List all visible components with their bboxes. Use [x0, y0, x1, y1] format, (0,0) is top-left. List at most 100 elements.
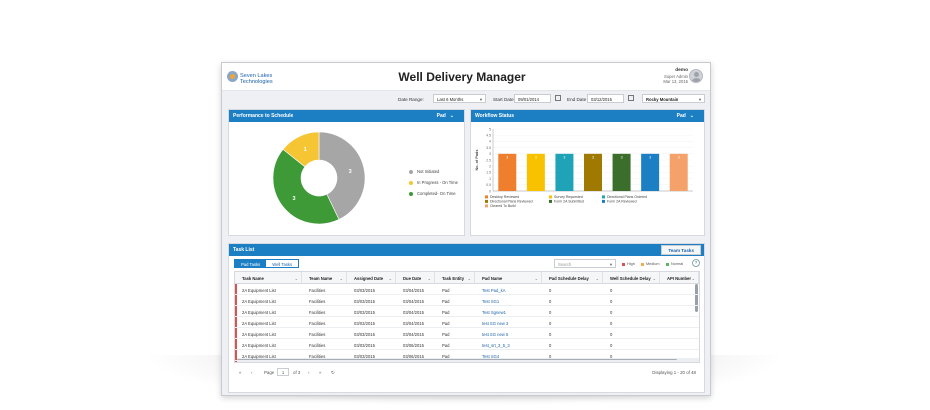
legend-not-initiated: Not Initiated [409, 169, 439, 174]
column-header[interactable]: Task Entity ⌄ [435, 272, 475, 283]
column-header[interactable]: Due Date ⌄ [396, 272, 435, 283]
priority-medium: Medium [641, 262, 660, 266]
tab-pad-tasks[interactable]: Pad Tasks [235, 260, 267, 267]
performance-panel-header: Performance to Schedule Pad ⌄ [229, 110, 464, 122]
bar-6[interactable] [669, 153, 688, 191]
table-cell: 0 [610, 320, 613, 326]
refresh-icon[interactable]: ↻ [331, 370, 335, 375]
pie-slice-2[interactable] [272, 148, 340, 225]
legend-label: Cleared To Build [490, 204, 516, 208]
avatar[interactable] [689, 69, 703, 83]
chevron-down-icon: ⌄ [467, 276, 471, 281]
table-cell: 03/04/2015 [403, 320, 424, 326]
table-cell: Pad [442, 298, 450, 304]
calendar-icon[interactable] [555, 95, 561, 101]
region-select[interactable]: Rocky Mountain ▼ [642, 94, 705, 103]
column-header-label: Assigned Date [354, 276, 384, 281]
pie-slice-label: 3 [349, 169, 352, 175]
table-cell: Facilities [309, 342, 326, 348]
bar-4[interactable] [612, 153, 631, 191]
priority-flag [235, 339, 237, 349]
y-tick-label: 0 [489, 189, 491, 193]
pad-name-link[interactable]: Test Sgnew1 [482, 309, 506, 315]
table-cell: Facilities [309, 287, 326, 293]
pad-name-link[interactable]: test SG new 3 [482, 320, 509, 326]
calendar-icon[interactable] [628, 95, 634, 101]
bar-3[interactable] [584, 153, 602, 191]
table-cell: 03/03/2015 [354, 287, 375, 293]
performance-donut-chart: 3 3 1 [272, 131, 366, 225]
user-info[interactable]: demo Super Admin Mar 13, 2015 [663, 68, 688, 85]
column-header-label: Well Schedule Delay [610, 276, 651, 281]
team-tasks-button[interactable]: Team Tasks [661, 245, 701, 255]
vertical-scrollbar[interactable] [695, 284, 698, 312]
table-cell: Pad [442, 309, 450, 315]
bar-value-label: 3 [592, 155, 594, 159]
performance-dropdown-value: Pad [436, 113, 446, 119]
column-header[interactable]: Assigned Date ⌄ [347, 272, 396, 283]
task-search-input[interactable]: Search ▼ [554, 259, 616, 268]
table-cell: 0 [610, 298, 613, 304]
column-header[interactable]: Pad Name ⌄ [475, 272, 542, 283]
legend-label: Not Initiated [417, 169, 440, 174]
chevron-down-icon: ⌄ [689, 113, 694, 119]
logo-mark-icon [227, 71, 238, 82]
table-cell: 0 [549, 342, 552, 348]
legend-label: Directional Plans Reviewed [490, 200, 533, 204]
last-page-icon[interactable]: » [319, 370, 322, 375]
pie-slice-1[interactable] [282, 131, 320, 168]
bar-1[interactable] [526, 153, 545, 191]
company-logo[interactable]: Seven Lakes Technologies [227, 68, 282, 88]
first-page-icon[interactable]: « [239, 370, 242, 375]
pad-name-link[interactable]: test pad_1_4_11 [475, 361, 542, 362]
bar-2[interactable] [555, 153, 574, 191]
start-date-value: 09/01/2014 [518, 97, 539, 102]
y-tick-label: 3 [489, 152, 491, 156]
bar-0[interactable] [498, 153, 517, 191]
pad-name-link[interactable]: test SG new 5 [482, 331, 509, 337]
legend-label: Completed- On Time [417, 191, 456, 196]
start-date-input[interactable]: 09/01/2014 [514, 94, 551, 103]
date-range-select[interactable]: Last 6 Months ▼ [433, 94, 486, 103]
pie-slice-0[interactable] [318, 131, 366, 220]
y-tick-label: 0.5 [486, 183, 491, 187]
tab-well-tasks[interactable]: Well Tasks [266, 260, 299, 267]
table-cell: 03/03/2015 [354, 298, 375, 304]
column-header[interactable]: Team Name ⌄ [302, 272, 347, 283]
column-header[interactable]: Task Name ⌄ [235, 272, 302, 283]
column-header[interactable]: Pad Schedule Delay ⌄ [542, 272, 603, 283]
help-icon[interactable]: ? [692, 259, 700, 267]
chevron-down-icon: ▼ [479, 97, 483, 102]
page-number-input[interactable]: 1 [277, 368, 289, 376]
pad-name-link[interactable]: Test SG1 [482, 298, 500, 304]
table-cell: 03/03/2015 [354, 331, 375, 337]
workflow-dropdown[interactable]: Pad ⌄ [677, 113, 694, 119]
column-header[interactable]: API Number ⌄ [660, 272, 699, 283]
pad-name-link[interactable]: Test SG4 [482, 353, 500, 359]
chevron-down-icon: ⌄ [449, 113, 454, 119]
y-tick-label: 4 [489, 140, 491, 144]
next-page-icon[interactable]: › [308, 370, 310, 375]
table-cell [660, 284, 699, 294]
bar-5[interactable] [641, 153, 660, 191]
date-range-value: Last 6 Months [437, 97, 464, 102]
pad-name-link[interactable]: test_srt_3_5_3 [482, 342, 510, 348]
table-row[interactable]: 2A Equipment ListFacilities03/03/201503/… [235, 361, 699, 362]
table-cell: 2A Equipment List [242, 331, 276, 337]
pad-name-link[interactable]: Test Pad_kA [482, 287, 506, 293]
column-header[interactable]: Well Schedule Delay ⌄ [603, 272, 660, 283]
end-date-input[interactable]: 03/12/2015 [587, 94, 624, 103]
column-header-label: API Number [667, 276, 691, 281]
prev-page-icon[interactable]: ‹ [251, 370, 253, 375]
logo-line-2: Technologies [240, 79, 273, 85]
priority-flag [235, 328, 237, 338]
performance-dropdown[interactable]: Pad ⌄ [437, 113, 454, 119]
table-cell: Pad [442, 353, 450, 359]
